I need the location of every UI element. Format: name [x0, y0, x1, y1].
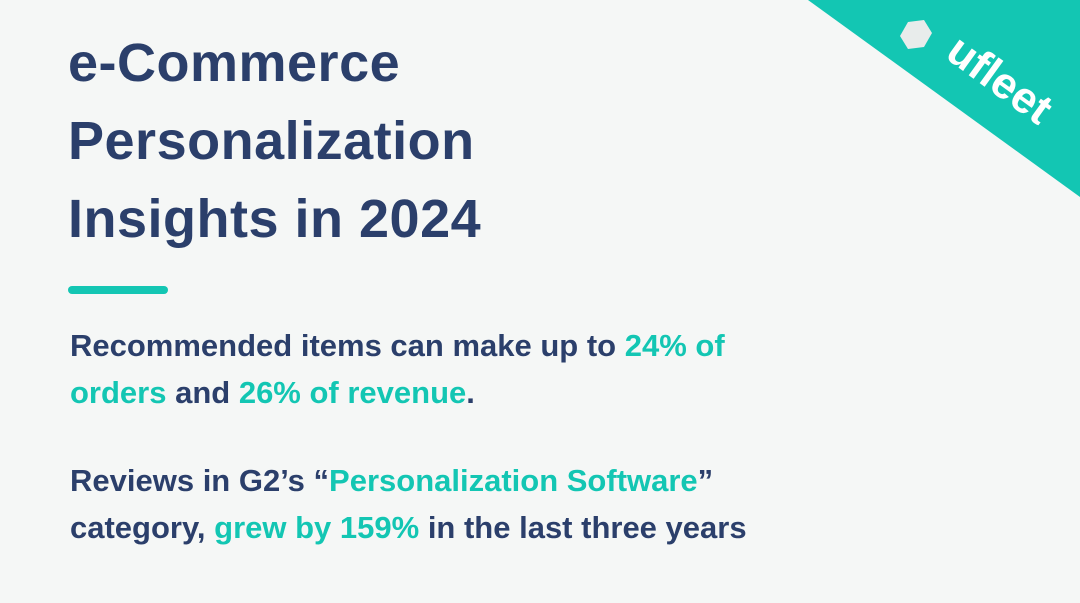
text: and: [166, 375, 239, 410]
text: ”: [697, 463, 714, 498]
highlight-text: 24% of: [624, 328, 725, 363]
text-line: category, grew by 159% in the last three…: [70, 504, 747, 551]
logo-corner: ufleet: [808, 0, 1080, 197]
title: e-Commerce Personalization Insights in 202…: [68, 24, 481, 258]
text: Recommended items can make up to: [70, 328, 625, 363]
text: Reviews in G2’s “: [70, 463, 330, 498]
logo-triangle: [808, 0, 1080, 197]
text: category,: [70, 510, 215, 545]
body-text: Recommended items can make up to 24% of o…: [70, 322, 747, 592]
highlight-text: orders: [70, 375, 167, 410]
highlight-text: 26% of revenue: [238, 375, 467, 410]
logo-icon: [900, 20, 932, 49]
paragraph: Reviews in G2’s “Personalization Softwar…: [70, 457, 747, 551]
highlight-text: Personalization Software: [329, 463, 698, 498]
highlight-text: grew by 159%: [214, 510, 420, 545]
paragraph: Recommended items can make up to 24% of o…: [70, 322, 747, 416]
text: .: [466, 375, 475, 410]
text-line: orders and 26% of revenue.: [70, 369, 747, 416]
title-line: e-Commerce: [68, 33, 401, 93]
text-line: Reviews in G2’s “Personalization Softwar…: [70, 457, 747, 504]
title-line: Personalization: [68, 111, 475, 171]
text: in the last three years: [419, 510, 747, 545]
accent-bar: [68, 286, 168, 294]
text-line: Recommended items can make up to 24% of: [70, 322, 747, 369]
title-line: Insights in 2024: [68, 189, 482, 249]
